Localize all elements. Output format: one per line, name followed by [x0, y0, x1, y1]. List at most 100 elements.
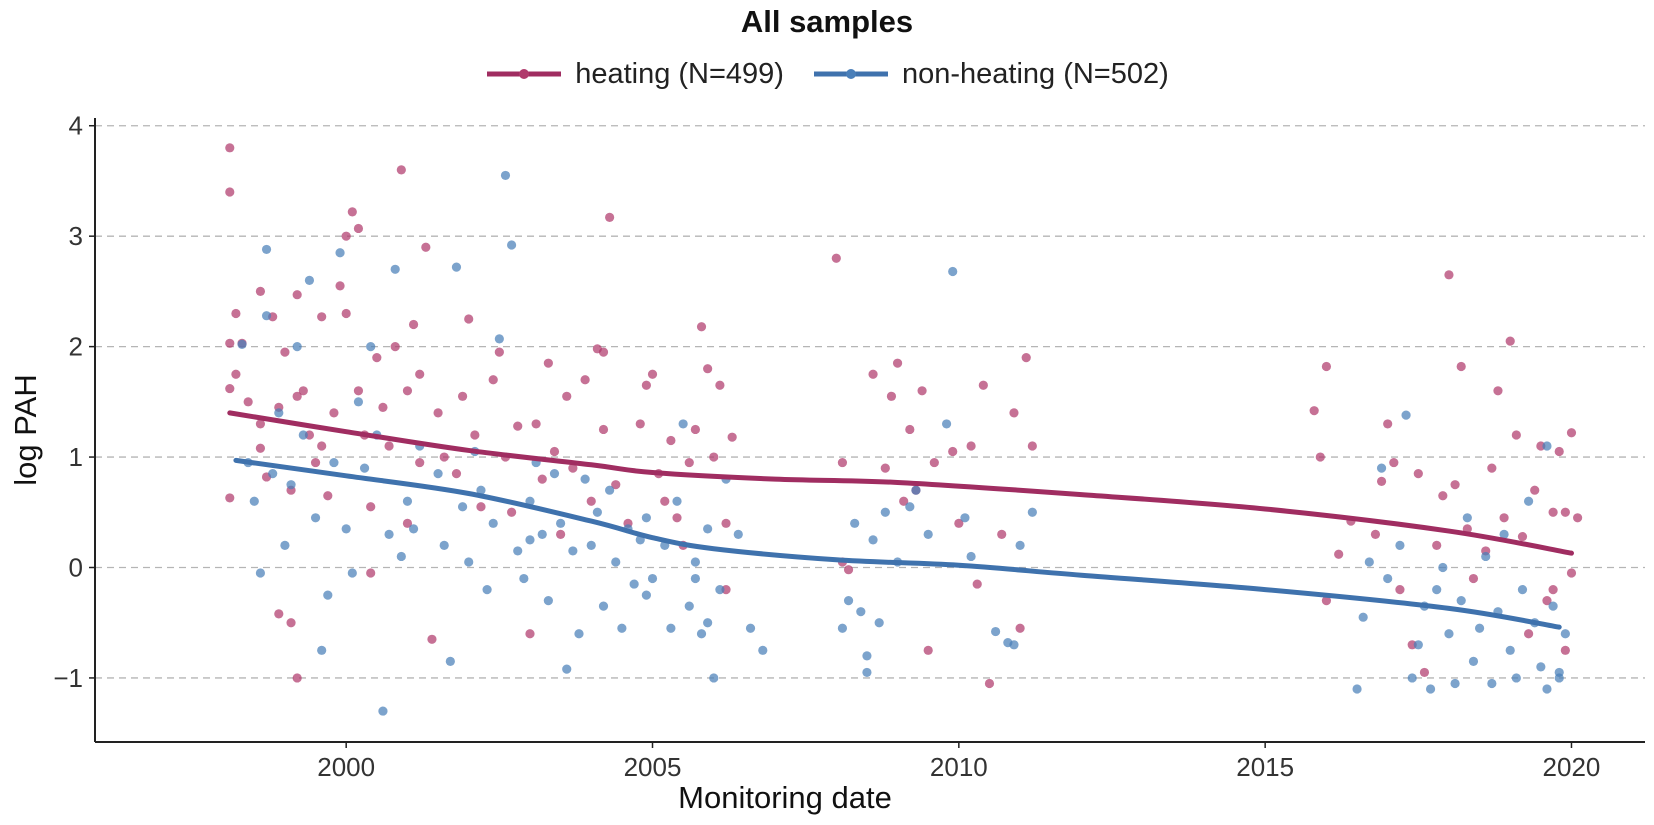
data-point: [1027, 441, 1037, 451]
data-point: [476, 485, 486, 495]
data-point: [1401, 410, 1411, 420]
data-point: [1487, 678, 1497, 689]
data-point: [941, 419, 952, 429]
data-point: [1358, 612, 1368, 622]
data-point: [586, 540, 596, 551]
data-point: [1530, 485, 1540, 495]
data-point: [1517, 584, 1528, 595]
data-point: [905, 502, 915, 512]
data-point: [905, 424, 915, 435]
data-point: [1444, 270, 1454, 280]
data-point: [1511, 673, 1521, 683]
data-point: [1009, 408, 1019, 418]
data-point: [1432, 584, 1442, 595]
data-point: [592, 507, 602, 517]
data-point: [464, 314, 474, 324]
data-point: [1376, 463, 1387, 473]
data-point: [1395, 540, 1405, 551]
data-point: [415, 457, 425, 468]
data-point: [598, 601, 609, 611]
data-point: [255, 419, 266, 429]
data-point: [647, 369, 658, 379]
data-point: [703, 364, 713, 374]
data-point: [488, 518, 498, 528]
data-point: [586, 496, 596, 506]
data-point: [733, 529, 743, 539]
data-point: [317, 645, 327, 655]
data-point: [1370, 529, 1381, 539]
data-point: [843, 596, 854, 606]
data-point: [366, 502, 376, 512]
data-point: [390, 342, 400, 352]
data-point: [1474, 623, 1485, 633]
data-point: [1487, 463, 1497, 473]
data-point: [255, 568, 266, 578]
data-point: [1511, 430, 1521, 440]
data-point: [690, 573, 700, 584]
y-axis-label: log PAH: [8, 374, 43, 485]
data-point: [715, 584, 725, 595]
data-point: [1015, 623, 1025, 633]
data-point: [1560, 507, 1570, 517]
data-point: [353, 386, 364, 396]
data-point: [292, 391, 302, 401]
data-point: [1542, 596, 1552, 606]
data-point: [617, 623, 627, 633]
data-point: [537, 474, 547, 484]
data-point: [470, 430, 480, 440]
data-point: [684, 601, 694, 611]
data-point: [1548, 601, 1558, 611]
data-point: [353, 397, 364, 407]
data-point: [605, 485, 615, 495]
data-point: [690, 424, 700, 435]
data-point: [494, 334, 504, 344]
data-point: [954, 518, 964, 528]
data-point: [1383, 573, 1393, 584]
data-point: [1389, 457, 1399, 468]
data-point: [323, 491, 333, 501]
data-point: [482, 584, 492, 595]
data-point: [378, 402, 388, 412]
data-point: [568, 463, 578, 473]
data-point: [868, 369, 878, 379]
data-point: [715, 380, 725, 390]
data-point: [1352, 684, 1362, 694]
data-point: [843, 565, 854, 575]
points-series-non-heating: [237, 170, 1570, 716]
data-point: [641, 513, 651, 523]
data-point: [261, 244, 272, 255]
data-point: [1542, 441, 1552, 451]
data-point: [978, 380, 988, 390]
data-point: [611, 557, 621, 567]
data-point: [329, 408, 339, 418]
trend-line-heating: [227, 410, 1574, 556]
data-point: [1315, 452, 1325, 462]
data-point: [1321, 596, 1332, 606]
data-point: [641, 590, 651, 600]
data-point: [1499, 513, 1509, 523]
data-point: [415, 369, 425, 379]
data-point: [727, 432, 737, 442]
data-point: [1027, 507, 1037, 517]
x-tick-label: 2010: [930, 752, 988, 782]
data-point: [696, 322, 707, 332]
data-point: [225, 383, 235, 394]
data-point: [1015, 540, 1025, 551]
data-point: [666, 623, 676, 633]
trend-lines: [227, 410, 1574, 630]
data-point: [580, 375, 590, 385]
data-point: [1432, 540, 1442, 551]
data-point: [1456, 361, 1466, 372]
data-point: [1450, 678, 1460, 689]
data-point: [1573, 513, 1583, 523]
data-point: [1505, 336, 1515, 346]
data-point: [494, 347, 504, 357]
data-point: [684, 457, 694, 468]
y-tick-label: 1: [69, 442, 83, 472]
data-point: [1456, 596, 1466, 606]
trend-line-non-heating: [233, 457, 1562, 630]
data-point: [1548, 584, 1558, 595]
x-axis-label: Monitoring date: [678, 780, 892, 815]
data-point: [1444, 629, 1454, 639]
data-point: [1554, 446, 1564, 457]
